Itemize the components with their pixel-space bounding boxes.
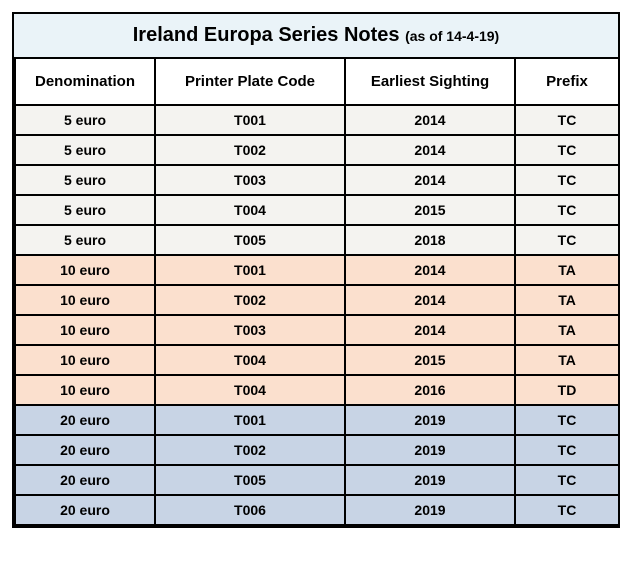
cell-denom: 10 euro xyxy=(15,315,155,345)
table-row: 5 euroT0012014TC xyxy=(15,105,619,135)
cell-sight: 2014 xyxy=(345,165,515,195)
cell-denom: 10 euro xyxy=(15,285,155,315)
table-row: 5 euroT0032014TC xyxy=(15,165,619,195)
cell-denom: 20 euro xyxy=(15,435,155,465)
cell-denom: 20 euro xyxy=(15,405,155,435)
cell-prefix: TA xyxy=(515,285,619,315)
cell-sight: 2016 xyxy=(345,375,515,405)
cell-plate: T006 xyxy=(155,495,345,525)
cell-denom: 5 euro xyxy=(15,105,155,135)
cell-denom: 5 euro xyxy=(15,165,155,195)
col-header-earliest-sighting: Earliest Sighting xyxy=(345,59,515,105)
col-header-prefix: Prefix xyxy=(515,59,619,105)
cell-sight: 2015 xyxy=(345,345,515,375)
table-row: 10 euroT0012014TA xyxy=(15,255,619,285)
cell-prefix: TA xyxy=(515,255,619,285)
col-header-denomination: Denomination xyxy=(15,59,155,105)
notes-table-container: Ireland Europa Series Notes (as of 14-4-… xyxy=(12,12,620,528)
table-row: 10 euroT0032014TA xyxy=(15,315,619,345)
table-row: 10 euroT0022014TA xyxy=(15,285,619,315)
cell-prefix: TA xyxy=(515,315,619,345)
cell-plate: T004 xyxy=(155,345,345,375)
col-header-printer-plate: Printer Plate Code xyxy=(155,59,345,105)
cell-prefix: TC xyxy=(515,405,619,435)
table-row: 5 euroT0042015TC xyxy=(15,195,619,225)
cell-sight: 2014 xyxy=(345,285,515,315)
cell-plate: T004 xyxy=(155,375,345,405)
notes-table: Denomination Printer Plate Code Earliest… xyxy=(14,59,620,526)
cell-denom: 5 euro xyxy=(15,195,155,225)
cell-plate: T005 xyxy=(155,225,345,255)
cell-prefix: TC xyxy=(515,195,619,225)
table-row: 10 euroT0042015TA xyxy=(15,345,619,375)
cell-prefix: TD xyxy=(515,375,619,405)
cell-sight: 2019 xyxy=(345,465,515,495)
cell-prefix: TC xyxy=(515,225,619,255)
table-title-row: Ireland Europa Series Notes (as of 14-4-… xyxy=(14,14,618,59)
table-title-sub: (as of 14-4-19) xyxy=(405,28,499,44)
table-row: 20 euroT0022019TC xyxy=(15,435,619,465)
cell-sight: 2014 xyxy=(345,315,515,345)
table-row: 20 euroT0062019TC xyxy=(15,495,619,525)
cell-sight: 2019 xyxy=(345,495,515,525)
cell-plate: T002 xyxy=(155,435,345,465)
cell-plate: T001 xyxy=(155,255,345,285)
cell-plate: T001 xyxy=(155,105,345,135)
cell-prefix: TC xyxy=(515,135,619,165)
cell-plate: T001 xyxy=(155,405,345,435)
cell-sight: 2014 xyxy=(345,255,515,285)
cell-sight: 2019 xyxy=(345,435,515,465)
cell-plate: T005 xyxy=(155,465,345,495)
cell-plate: T002 xyxy=(155,135,345,165)
cell-denom: 10 euro xyxy=(15,375,155,405)
table-body: 5 euroT0012014TC5 euroT0022014TC5 euroT0… xyxy=(15,105,619,525)
cell-plate: T004 xyxy=(155,195,345,225)
cell-prefix: TC xyxy=(515,495,619,525)
table-row: 20 euroT0012019TC xyxy=(15,405,619,435)
table-row: 20 euroT0052019TC xyxy=(15,465,619,495)
cell-denom: 5 euro xyxy=(15,225,155,255)
cell-denom: 10 euro xyxy=(15,255,155,285)
cell-plate: T003 xyxy=(155,315,345,345)
cell-denom: 5 euro xyxy=(15,135,155,165)
cell-sight: 2019 xyxy=(345,405,515,435)
cell-sight: 2018 xyxy=(345,225,515,255)
table-title-main: Ireland Europa Series Notes xyxy=(133,24,405,46)
table-row: 10 euroT0042016TD xyxy=(15,375,619,405)
cell-sight: 2015 xyxy=(345,195,515,225)
cell-plate: T003 xyxy=(155,165,345,195)
cell-denom: 20 euro xyxy=(15,495,155,525)
cell-prefix: TA xyxy=(515,345,619,375)
cell-prefix: TC xyxy=(515,165,619,195)
cell-prefix: TC xyxy=(515,435,619,465)
cell-plate: T002 xyxy=(155,285,345,315)
cell-sight: 2014 xyxy=(345,135,515,165)
table-row: 5 euroT0022014TC xyxy=(15,135,619,165)
cell-prefix: TC xyxy=(515,105,619,135)
cell-denom: 10 euro xyxy=(15,345,155,375)
cell-prefix: TC xyxy=(515,465,619,495)
table-header-row: Denomination Printer Plate Code Earliest… xyxy=(15,59,619,105)
table-row: 5 euroT0052018TC xyxy=(15,225,619,255)
cell-denom: 20 euro xyxy=(15,465,155,495)
cell-sight: 2014 xyxy=(345,105,515,135)
